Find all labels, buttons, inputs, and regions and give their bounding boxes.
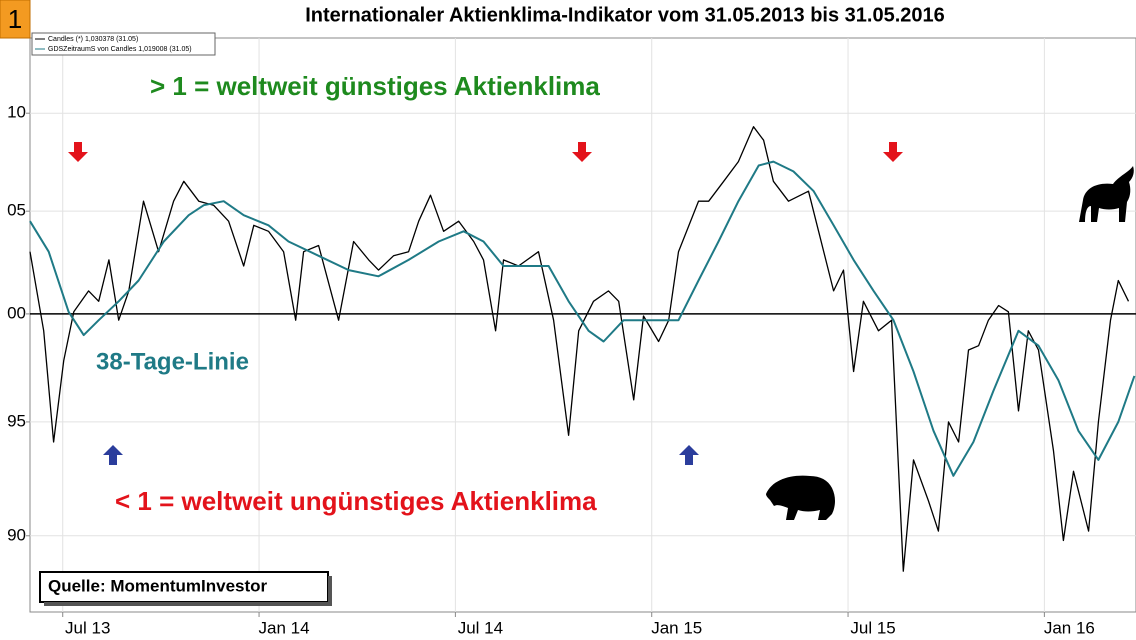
lines [29,126,1136,572]
series-line [29,160,1136,477]
buy-arrow [103,445,123,465]
x-tick-label: Jul 14 [458,618,503,637]
source-shadow [328,576,332,606]
bull-icon [1079,166,1134,222]
sell-arrow [572,142,592,162]
x-tick-label: Jul 13 [65,618,110,637]
source: Quelle: MomentumInvestor [48,576,268,595]
legend-box [31,32,216,56]
legend-entry: GDSZeitraumS von Candles 1,019008 (31.05… [48,46,192,53]
buy-arrow [679,445,699,465]
plot-frame [29,37,1136,613]
y-tick-label: 05 [7,201,26,220]
y-tick-label: 90 [7,525,26,544]
x-tick-label: Jul 15 [850,618,895,637]
x-tick-label: Jan 14 [259,618,310,637]
sell-arrow [883,142,903,162]
bear-icon [766,475,835,520]
x-tick-label: Jan 16 [1044,618,1095,637]
y-tick-label: 95 [7,411,26,430]
badge-box [0,0,31,39]
annotation: < 1 = weltweit ungünstiges Aktienklima [115,486,597,516]
badge: 1 [8,4,22,34]
y-tick-label: 10 [7,103,26,122]
y-tick-label: 00 [7,303,26,322]
grid [26,38,1136,617]
annotation: 38-Tage-Linie [96,348,249,375]
annotation: > 1 = weltweit günstiges Aktienklima [150,71,600,101]
sell-arrow [68,142,88,162]
x-tick-label: Jan 15 [651,618,702,637]
legend-entry: Candles (*) 1,030378 (31.05) [48,36,138,43]
chart-title: Internationaler Aktienklima-Indikator vo… [305,4,945,26]
source-shadow [44,602,332,606]
